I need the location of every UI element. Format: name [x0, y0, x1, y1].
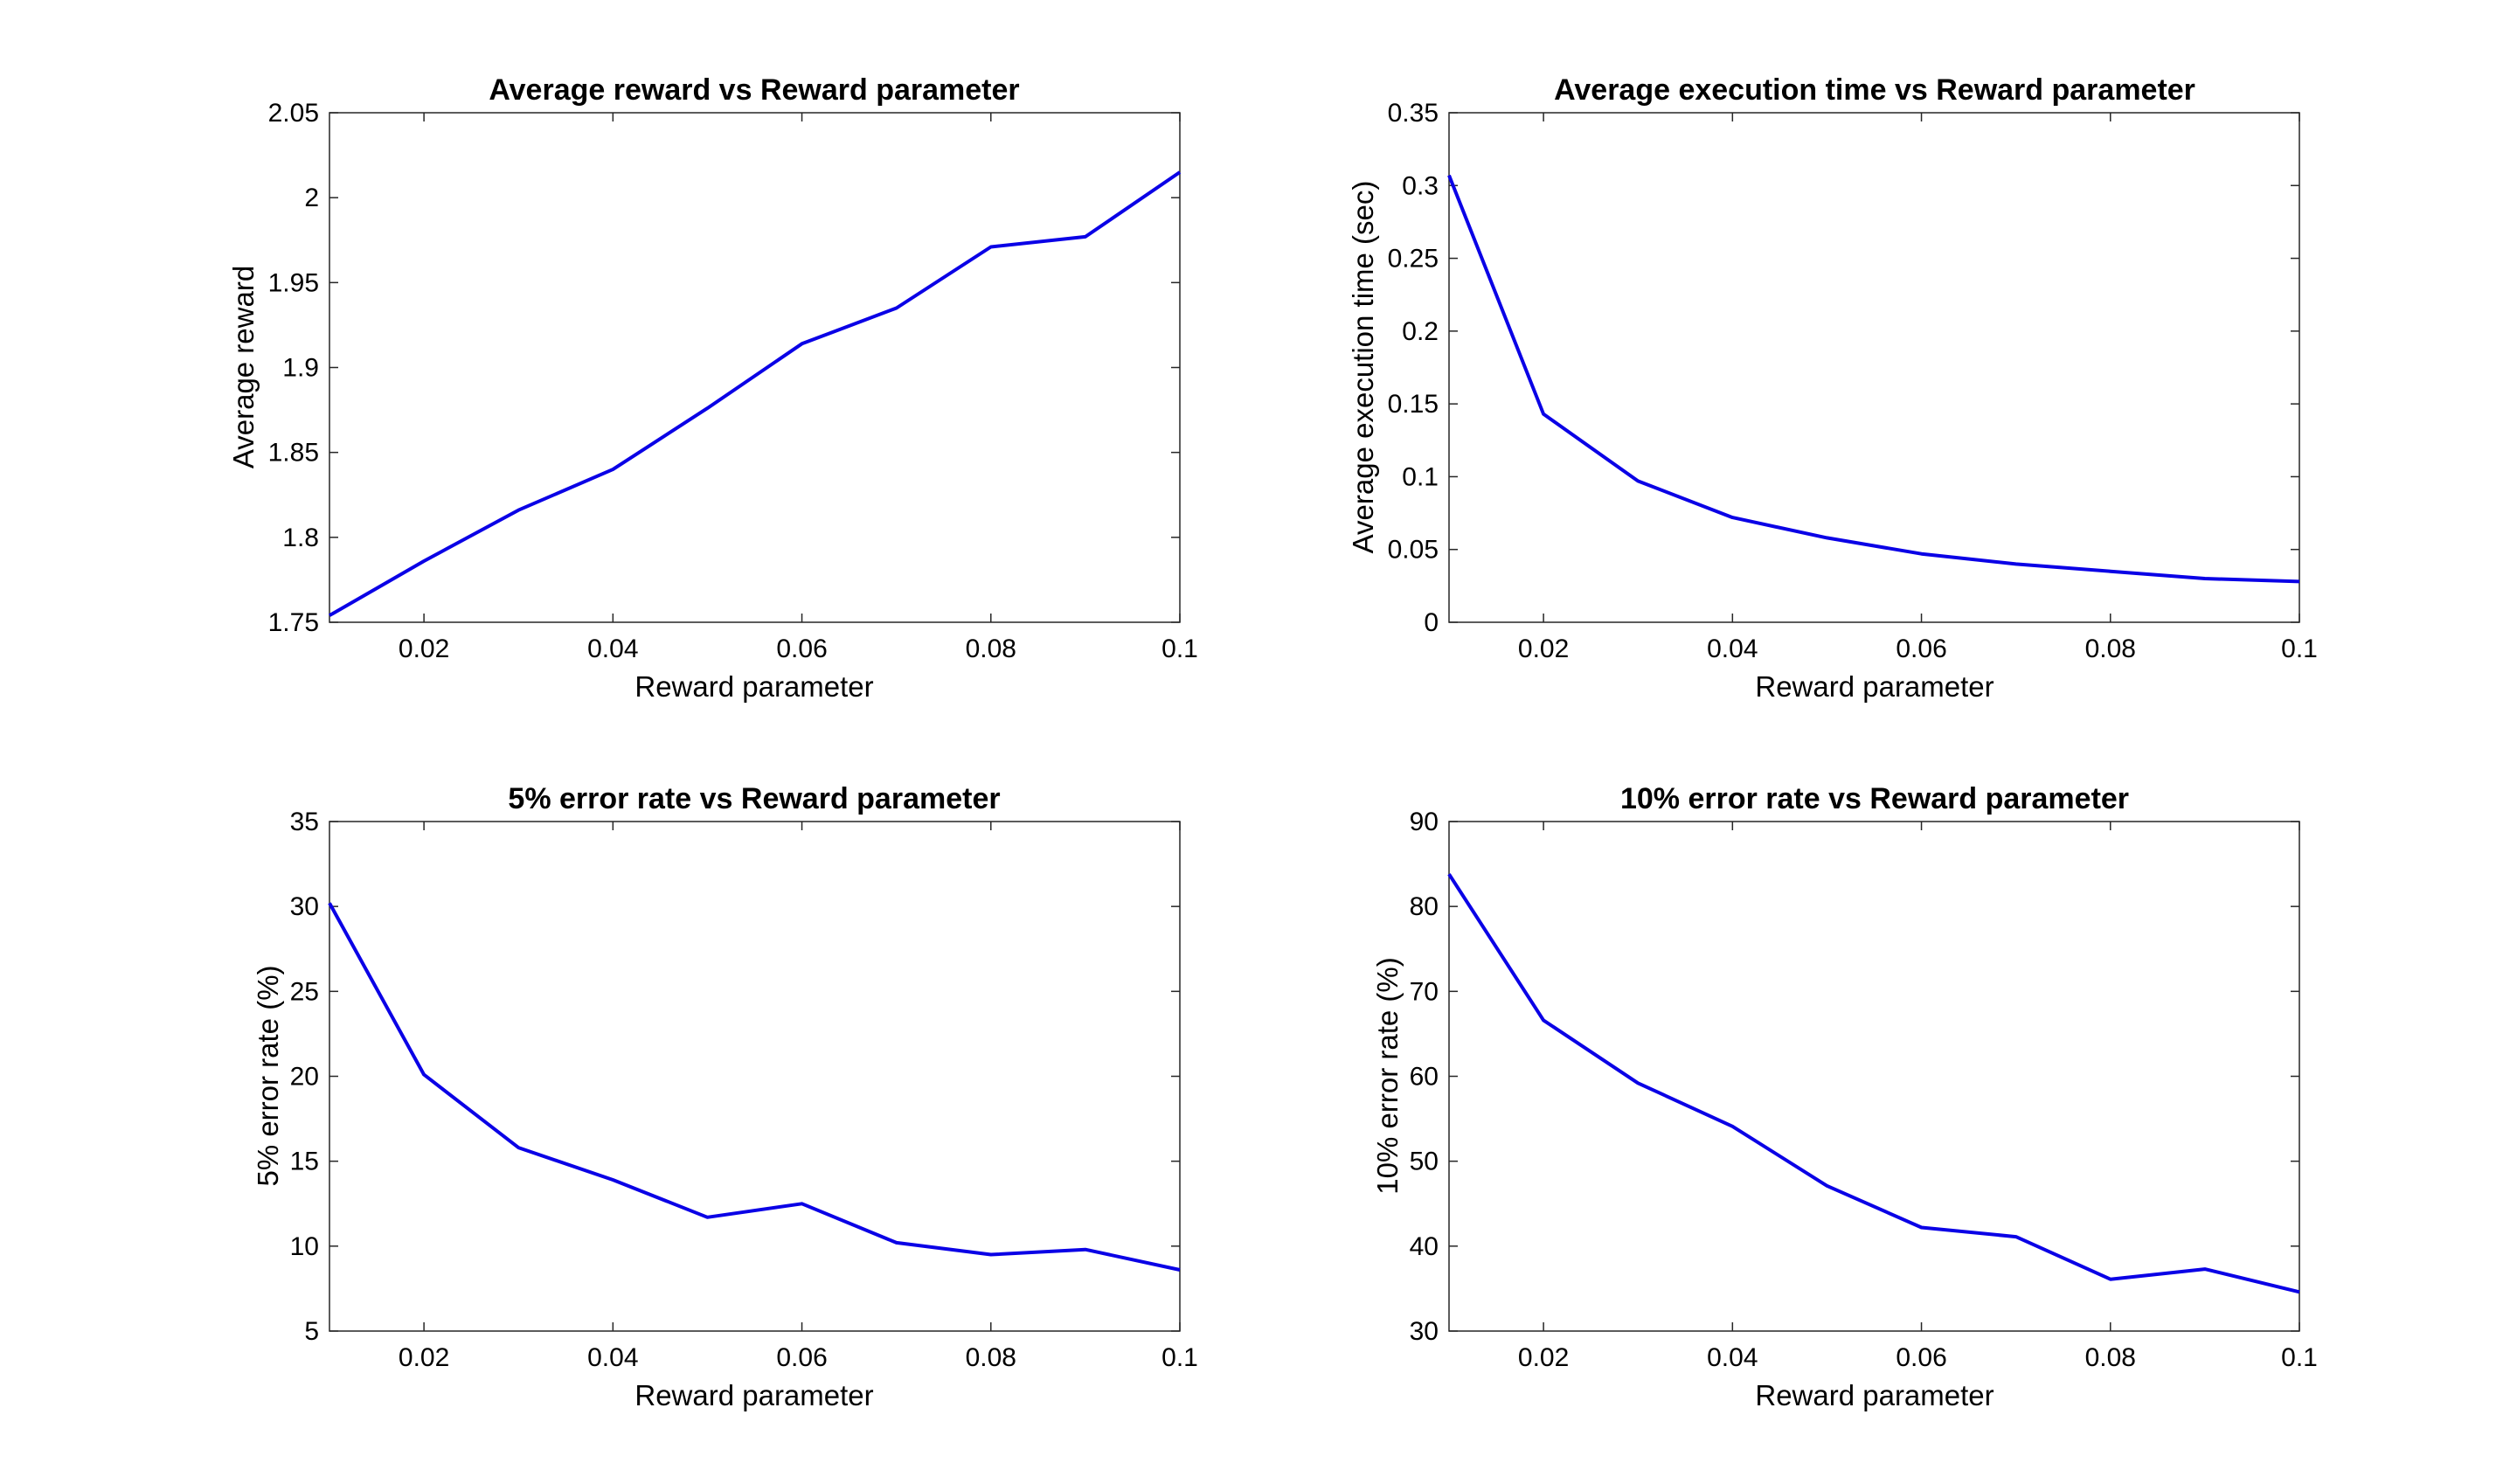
plot-area: 0.02 0.04 0.06 0.08 0.1 1.75 1.8 1.85 1.9 1.95 2 2.… — [268, 99, 1198, 663]
y-tick-label: 40 — [1410, 1232, 1439, 1261]
subplot-10pct-error-rate: 10% error rate vs Reward parameter 0.02 0… — [1371, 782, 2318, 1411]
y-tick-label: 2 — [304, 184, 319, 212]
y-axis-label: 5% error rate (%) — [252, 965, 284, 1186]
y-tick-label: 0.2 — [1402, 317, 1439, 346]
x-tick-label: 0.06 — [776, 1343, 827, 1372]
x-tick-label: 0.08 — [2085, 635, 2136, 663]
subplot-average-execution-time: Average execution time vs Reward paramet… — [1347, 73, 2318, 703]
x-tick-label: 0.02 — [399, 1343, 449, 1372]
x-tick-label: 0.04 — [587, 1343, 638, 1372]
x-axis-label: Reward parameter — [634, 1379, 873, 1411]
x-axis-label: Reward parameter — [634, 670, 873, 703]
x-tick-label: 0.04 — [1707, 635, 1758, 663]
series-line — [1447, 873, 2300, 1294]
axes-box — [1448, 112, 2300, 623]
subplot-5pct-error-rate: 5% error rate vs Reward parameter 0.02 0.… — [252, 782, 1198, 1411]
y-axis-label: 10% error rate (%) — [1371, 957, 1404, 1194]
x-tick-label: 0.04 — [587, 635, 638, 663]
subplot-average-reward: Average reward vs Reward parameter 0.02 0… — [227, 73, 1198, 703]
x-axis-label: Reward parameter — [1755, 1379, 1993, 1411]
y-tick-label: 30 — [1410, 1317, 1439, 1346]
y-tick-label: 15 — [290, 1148, 319, 1176]
y-tick-label: 20 — [290, 1063, 319, 1092]
y-tick-label: 1.9 — [282, 354, 319, 383]
x-tick-label: 0.1 — [1161, 635, 1198, 663]
y-tick-label: 1.8 — [282, 524, 319, 552]
y-tick-label: 90 — [1410, 808, 1439, 836]
y-tick-label: 1.95 — [268, 268, 319, 297]
y-tick-label: 30 — [290, 892, 319, 921]
x-tick-label: 0.06 — [1896, 635, 1946, 663]
subplot-title: Average reward vs Reward parameter — [489, 73, 1019, 107]
plot-area: 0.02 0.04 0.06 0.08 0.1 30 40 50 60 70 80 90 — [1410, 808, 2318, 1372]
y-tick-label: 0.15 — [1388, 390, 1439, 419]
y-tick-label: 1.85 — [268, 439, 319, 468]
y-tick-label: 80 — [1410, 892, 1439, 921]
plot-area: 0.02 0.04 0.06 0.08 0.1 5 10 15 20 25 30 35 — [290, 808, 1198, 1372]
y-axis-label: Average reward — [227, 266, 260, 468]
plot-area: 0.02 0.04 0.06 0.08 0.1 0 0.05 0.1 0.15 0.2 0.25 0.… — [1388, 99, 2318, 663]
y-tick-label: 0.3 — [1402, 171, 1439, 200]
y-tick-label: 0.1 — [1402, 462, 1439, 491]
y-tick-label: 25 — [290, 977, 319, 1006]
y-tick-label: 10 — [290, 1232, 319, 1261]
subplot-title: Average execution time vs Reward paramet… — [1554, 73, 2195, 107]
series-line — [329, 170, 1182, 617]
x-tick-label: 0.08 — [966, 1343, 1016, 1372]
y-tick-label: 50 — [1410, 1148, 1439, 1176]
y-axis-label: Average execution time (sec) — [1347, 181, 1379, 554]
y-tick-label: 0.35 — [1388, 99, 1439, 128]
y-tick-label: 2.05 — [268, 99, 319, 128]
x-axis-label: Reward parameter — [1755, 670, 1993, 703]
x-tick-label: 0.04 — [1707, 1343, 1758, 1372]
x-tick-label: 0.1 — [2281, 635, 2318, 663]
x-tick-label: 0.1 — [2281, 1343, 2318, 1372]
x-tick-label: 0.02 — [1518, 635, 1569, 663]
y-tick-label: 5 — [304, 1317, 319, 1346]
y-tick-label: 0.05 — [1388, 536, 1439, 565]
y-tick-label: 60 — [1410, 1063, 1439, 1092]
x-tick-label: 0.08 — [966, 635, 1016, 663]
x-tick-label: 0.08 — [2085, 1343, 2136, 1372]
y-tick-label: 1.75 — [268, 608, 319, 637]
x-tick-label: 0.02 — [399, 635, 449, 663]
y-tick-label: 0.25 — [1388, 245, 1439, 274]
series-line — [1447, 174, 2300, 584]
y-tick-label: 70 — [1410, 977, 1439, 1006]
subplot-title: 5% error rate vs Reward parameter — [508, 782, 1000, 815]
x-tick-label: 0.06 — [776, 635, 827, 663]
y-tick-label: 35 — [290, 808, 319, 836]
x-tick-label: 0.1 — [1161, 1343, 1198, 1372]
subplot-title: 10% error rate vs Reward parameter — [1620, 782, 2129, 815]
x-tick-label: 0.02 — [1518, 1343, 1569, 1372]
y-tick-label: 0 — [1424, 608, 1439, 637]
x-tick-label: 0.06 — [1896, 1343, 1946, 1372]
series-line — [328, 902, 1181, 1272]
